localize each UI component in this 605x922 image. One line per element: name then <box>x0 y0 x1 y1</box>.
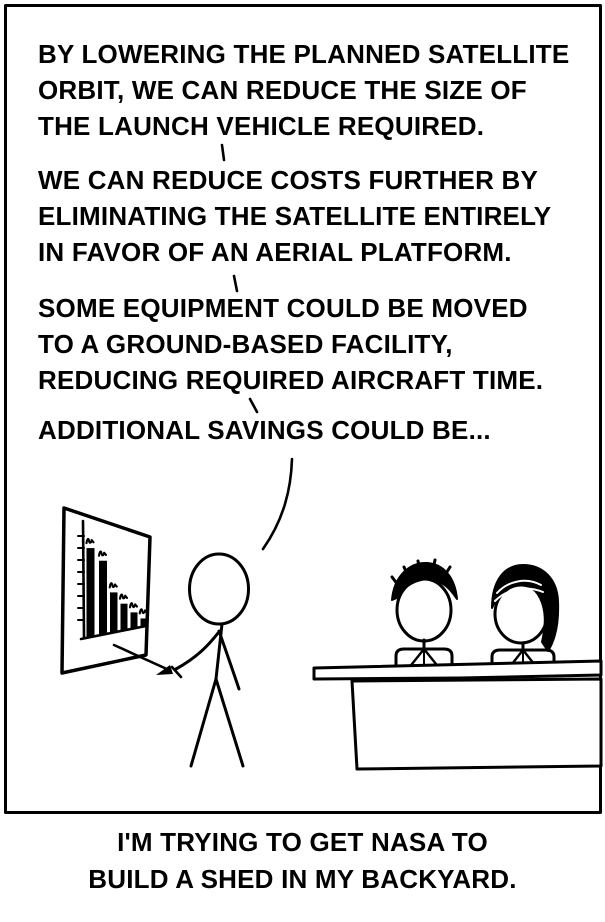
beat-mark <box>234 276 237 291</box>
dialogue-line: WE CAN REDUCE COSTS FURTHER BY <box>38 165 539 195</box>
beat-mark <box>250 399 257 412</box>
panel-border <box>6 6 601 813</box>
chart-bar-label-squiggle <box>110 583 117 587</box>
chart-y-axis <box>83 521 84 637</box>
presenter-hand <box>172 667 181 677</box>
chart-bar-label-squiggle <box>130 603 137 607</box>
presenter-figure <box>176 554 249 766</box>
caption-line: I'M TRYING TO GET NASA TO <box>117 827 488 857</box>
speech-connector <box>222 145 292 549</box>
dialogue-line: SOME EQUIPMENT COULD BE MOVED <box>38 293 528 323</box>
presenter-arm <box>176 633 218 669</box>
desk-top <box>314 661 601 679</box>
caption-line: BUILD A SHED IN MY BACKYARD. <box>88 864 517 894</box>
audience-man-hair <box>392 563 457 600</box>
presenter-leg <box>191 679 216 766</box>
dialogue-line: TO A GROUND-BASED FACILITY, <box>38 329 453 359</box>
desk <box>314 661 601 769</box>
poster-bar-chart <box>78 521 147 639</box>
dialogue-line: BY LOWERING THE PLANNED SATELLITE <box>38 39 570 69</box>
dialogue-paragraph-1: BY LOWERING THE PLANNED SATELLITE ORBIT,… <box>38 36 598 144</box>
chart-bar-label-squiggle <box>140 609 147 613</box>
dialogue-line: THE LAUNCH VEHICLE REQUIRED. <box>38 111 485 141</box>
pointer-arrowhead-icon <box>156 665 173 675</box>
audience-man <box>392 560 457 669</box>
audience-woman-hair-swoosh <box>495 581 543 601</box>
chart-bar <box>110 592 118 633</box>
audience-man-hair-spikes <box>392 560 450 585</box>
pointer-line <box>114 645 169 670</box>
presenter-body <box>216 624 222 679</box>
chart-bar-label-squiggle <box>120 595 127 599</box>
dialogue-line: IN FAVOR OF AN AERIAL PLATFORM. <box>38 237 512 267</box>
presenter-arm <box>219 631 239 689</box>
chart-bars <box>86 548 147 638</box>
chart-bar <box>130 612 138 629</box>
desk-front-panel <box>352 679 601 769</box>
speech-tail <box>263 459 292 549</box>
dialogue-line: ADDITIONAL SAVINGS COULD BE... <box>38 415 491 445</box>
pointer-stick <box>114 645 181 677</box>
chart-bar <box>140 618 147 627</box>
dialogue-line: ORBIT, WE CAN REDUCE THE SIZE OF <box>38 75 527 105</box>
chart-y-ticks <box>78 536 84 620</box>
audience-woman <box>492 565 558 669</box>
chart-bar <box>99 560 107 635</box>
dialogue-paragraph-4: ADDITIONAL SAVINGS COULD BE... <box>38 412 598 448</box>
chart-bar <box>86 548 95 638</box>
chart-bar <box>120 603 128 631</box>
presenter-leg <box>216 679 243 766</box>
chart-bar-label-squiggle <box>99 552 106 556</box>
caption: I'M TRYING TO GET NASA TO BUILD A SHED I… <box>0 824 605 898</box>
beat-mark <box>222 145 224 160</box>
chart-bar-label-squiggle <box>87 539 94 543</box>
chart-bar-labels <box>87 539 147 614</box>
dialogue-line: ELIMINATING THE SATELLITE ENTIRELY <box>38 201 552 231</box>
dialogue-paragraph-2: WE CAN REDUCE COSTS FURTHER BY ELIMINATI… <box>38 162 598 270</box>
presenter-head <box>190 554 249 624</box>
dialogue-paragraph-3: SOME EQUIPMENT COULD BE MOVED TO A GROUN… <box>38 290 598 398</box>
dialogue-line: REDUCING REQUIRED AIRCRAFT TIME. <box>38 365 544 395</box>
